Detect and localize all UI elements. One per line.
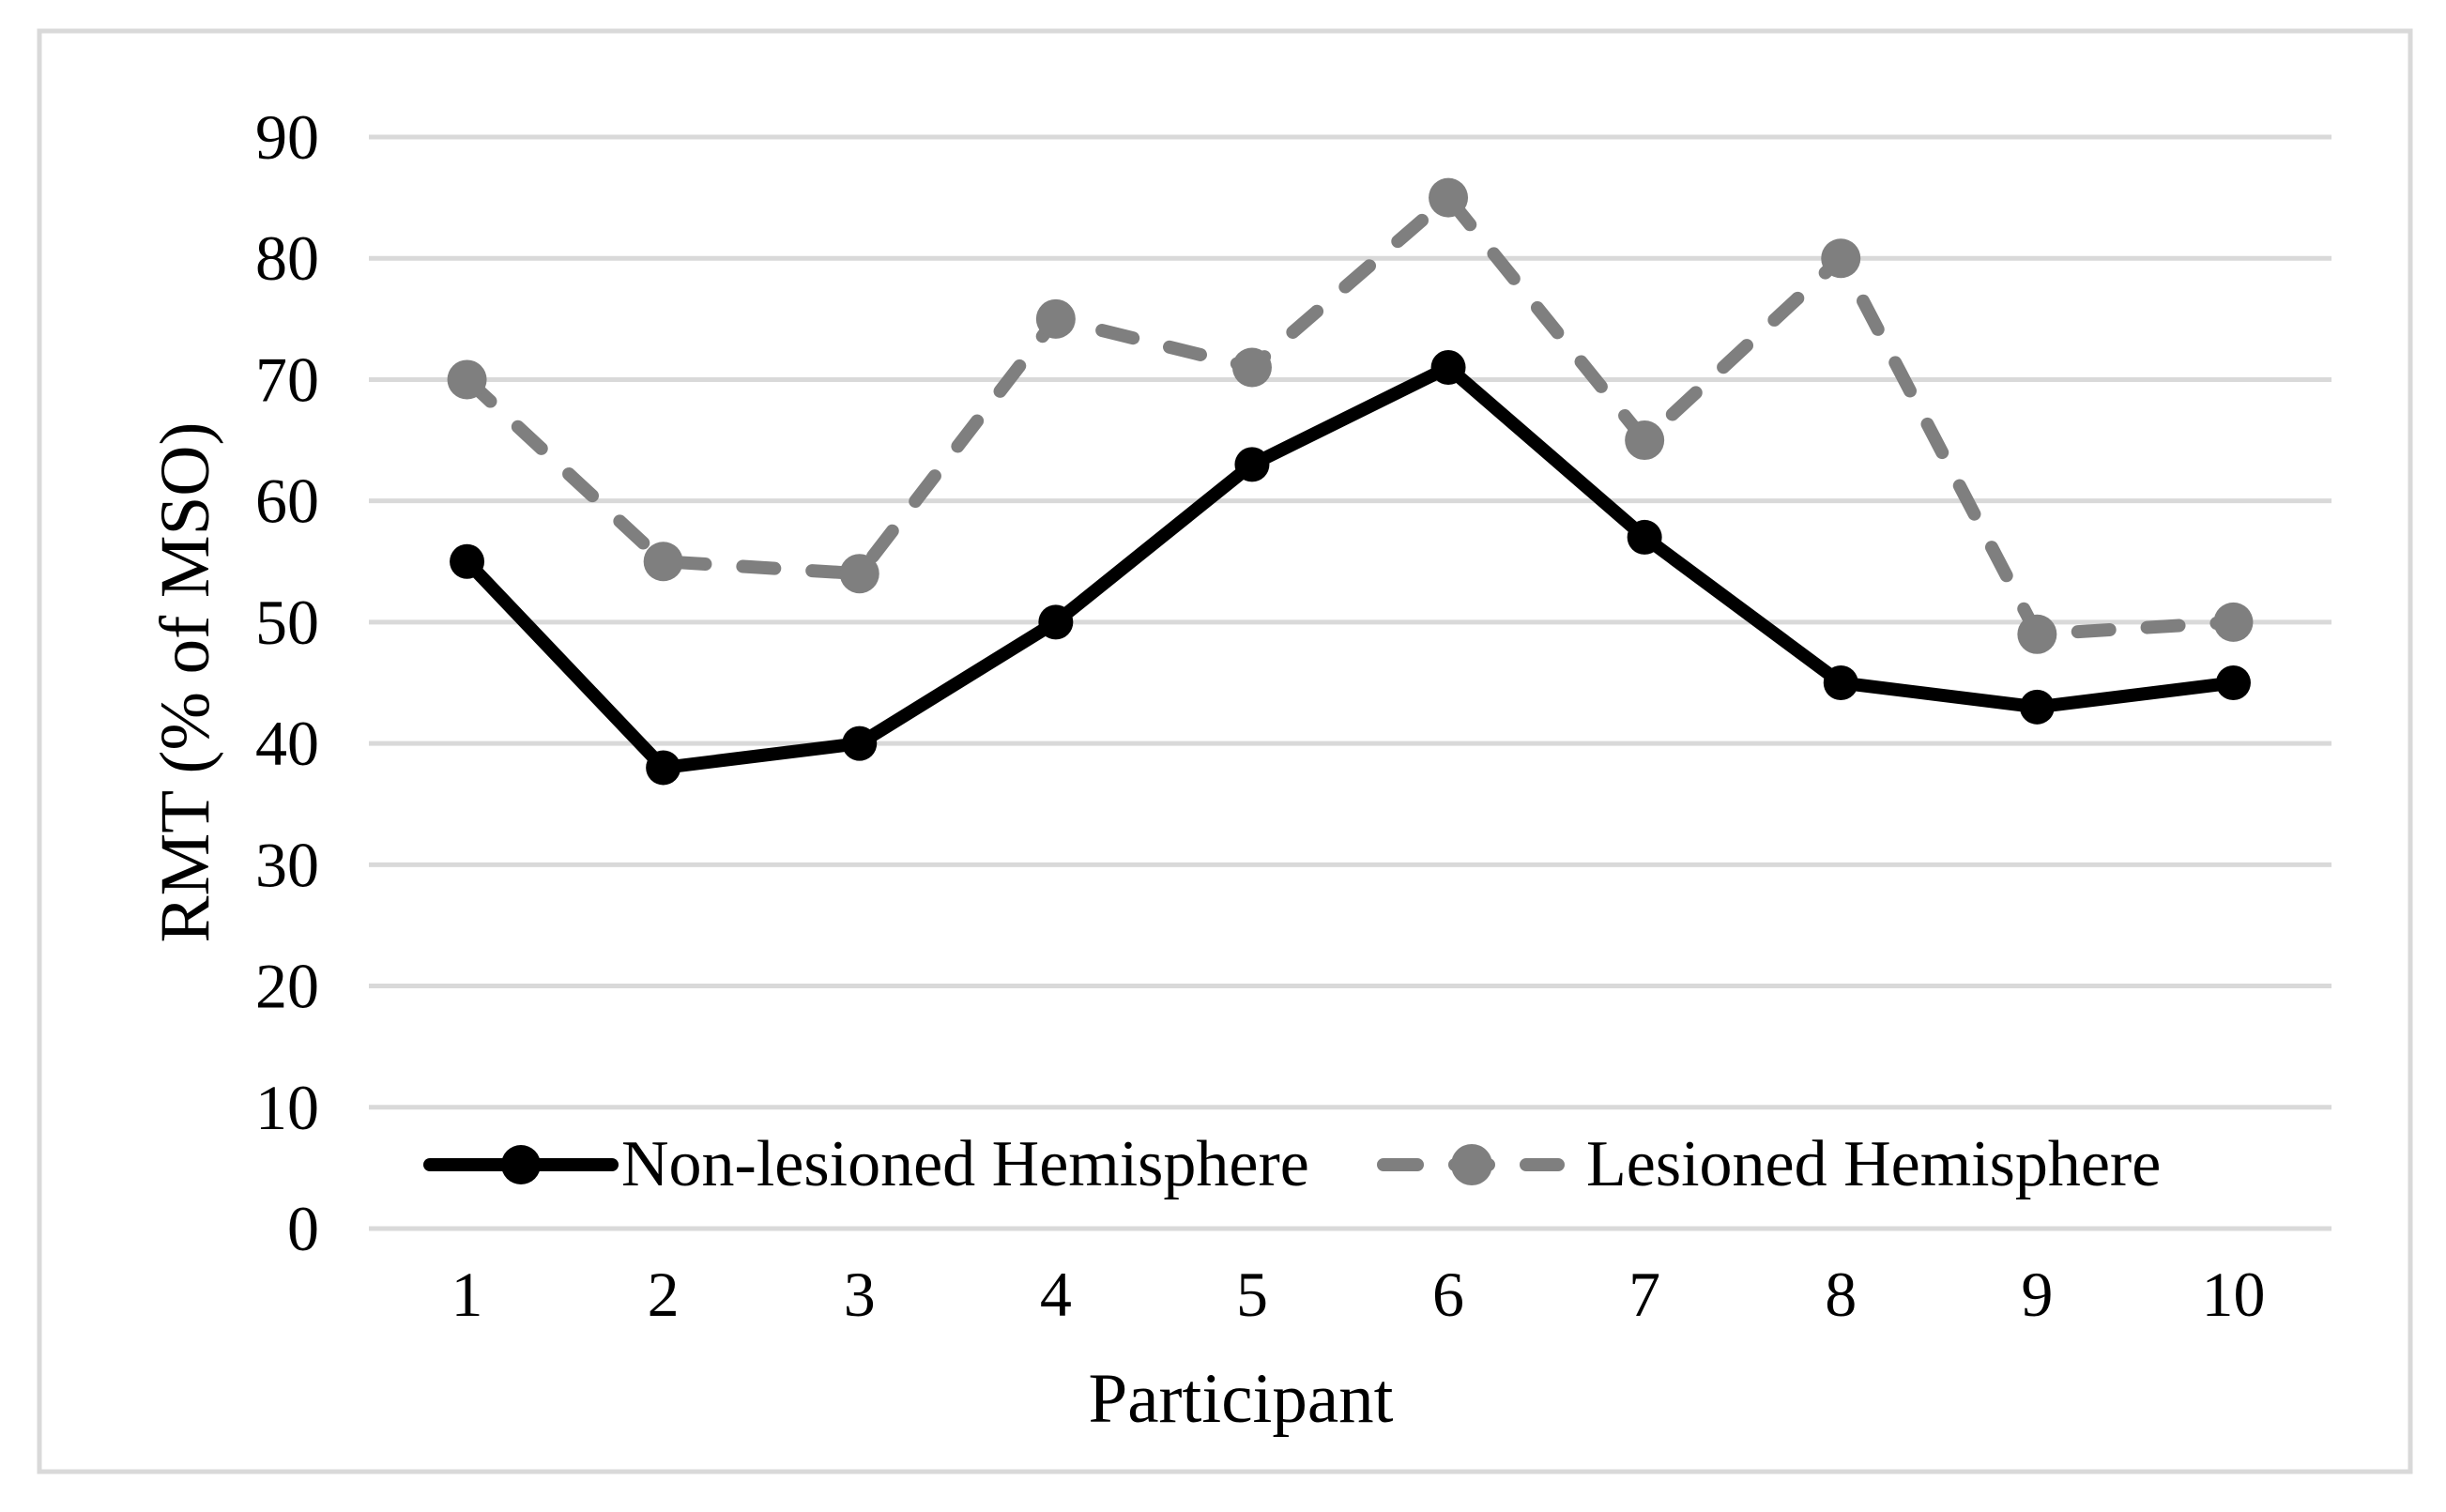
- series-line-lesioned-hemisphere: [460, 191, 2240, 641]
- data-point-lesioned-hemisphere: [1231, 347, 1272, 388]
- legend-label-non-lesioned: Non-lesioned Hemisphere: [621, 1128, 1309, 1200]
- y-tick-label: 70: [255, 344, 319, 415]
- x-tick-label: 4: [1040, 1259, 1072, 1330]
- data-point-non-lesioned-hemisphere: [1627, 519, 1662, 555]
- x-tick-label: 8: [1825, 1259, 1857, 1330]
- legend: Non-lesioned Hemisphere Lesioned Hemisph…: [423, 1128, 2161, 1200]
- y-tick-label: 40: [255, 708, 319, 779]
- data-point-lesioned-hemisphere: [1429, 177, 1469, 218]
- data-point-lesioned-hemisphere: [2213, 602, 2254, 642]
- legend-label-lesioned: Lesioned Hemisphere: [1586, 1128, 2161, 1200]
- x-tick-label: 1: [451, 1259, 483, 1330]
- figure-border: [37, 28, 2413, 1474]
- data-point-lesioned-hemisphere: [447, 359, 487, 400]
- y-tick-labels: 0 10 20 30 40 50 60 70 80 90: [255, 101, 319, 1264]
- data-point-non-lesioned-hemisphere: [1234, 447, 1270, 482]
- x-tick-label: 2: [648, 1259, 680, 1330]
- data-point-non-lesioned-hemisphere: [450, 543, 485, 579]
- series-non-lesioned-hemisphere: [450, 350, 2251, 786]
- series-lesioned-hemisphere: [447, 177, 2254, 654]
- data-point-lesioned-hemisphere: [1821, 238, 1861, 279]
- x-tick-label: 7: [1628, 1259, 1660, 1330]
- y-tick-label: 80: [255, 222, 319, 294]
- data-point-non-lesioned-hemisphere: [1038, 604, 1074, 640]
- x-tick-label: 9: [2021, 1259, 2053, 1330]
- y-tick-label: 60: [255, 466, 319, 537]
- data-point-non-lesioned-hemisphere: [842, 725, 878, 761]
- data-point-lesioned-hemisphere: [2017, 614, 2057, 654]
- y-tick-label: 0: [287, 1193, 319, 1264]
- y-tick-label: 20: [255, 951, 319, 1022]
- data-point-non-lesioned-hemisphere: [2215, 665, 2251, 700]
- x-tick-labels: 1 2 3 4 5 6 7 8 9 10: [451, 1259, 2266, 1330]
- x-tick-label: 5: [1236, 1259, 1268, 1330]
- x-tick-label: 10: [2201, 1259, 2265, 1330]
- data-point-non-lesioned-hemisphere: [1430, 350, 1466, 386]
- data-point-non-lesioned-hemisphere: [1823, 665, 1858, 700]
- data-point-lesioned-hemisphere: [839, 554, 879, 594]
- y-tick-label: 30: [255, 829, 319, 900]
- series-line-non-lesioned-hemisphere: [460, 360, 2240, 774]
- x-axis-title: Participant: [1089, 1360, 1394, 1438]
- data-point-lesioned-hemisphere: [643, 542, 683, 582]
- x-tick-label: 6: [1432, 1259, 1464, 1330]
- series-group: [447, 177, 2254, 786]
- y-tick-label: 10: [255, 1072, 319, 1143]
- legend-marker-non-lesioned-icon: [501, 1145, 541, 1184]
- x-tick-label: 3: [844, 1259, 876, 1330]
- data-point-non-lesioned-hemisphere: [2019, 689, 2055, 725]
- y-tick-label: 50: [255, 587, 319, 658]
- y-tick-label: 90: [255, 101, 319, 173]
- y-axis-title: RMT (% of MSO): [146, 422, 224, 943]
- data-point-lesioned-hemisphere: [1625, 420, 1665, 461]
- data-point-lesioned-hemisphere: [1035, 298, 1076, 339]
- legend-marker-lesioned-icon: [1451, 1144, 1492, 1185]
- gridlines: [369, 134, 2331, 1231]
- data-point-non-lesioned-hemisphere: [646, 750, 681, 786]
